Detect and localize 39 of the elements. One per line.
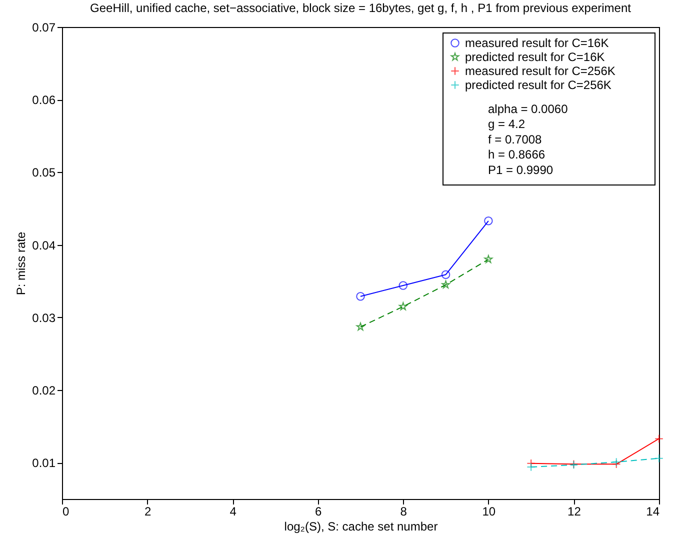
- legend-label: measured result for C=16K: [465, 36, 609, 50]
- annotation: h = 0.8666: [488, 148, 546, 162]
- y-tick-label: 0.02: [32, 384, 56, 398]
- x-tick-label: 2: [144, 504, 152, 518]
- y-tick-label: 0.07: [32, 20, 56, 34]
- point: [654, 434, 664, 444]
- x-tick-label: 6: [315, 504, 322, 518]
- x-tick-label: 12: [568, 504, 582, 518]
- point: [654, 454, 664, 463]
- point: [356, 322, 365, 331]
- y-tick-label: 0.05: [32, 166, 56, 180]
- annotation: P1 = 0.9990: [488, 162, 554, 177]
- legend-label: predicted result for C=16K: [465, 50, 605, 64]
- y-tick-label: 0.04: [32, 238, 56, 252]
- y-axis-title: P: miss rate: [14, 232, 28, 296]
- x-axis-title: log₂(S), S: cache set number: [284, 520, 438, 534]
- x-tick-label: 4: [230, 504, 237, 518]
- legend-label: measured result for C=256K: [465, 64, 616, 78]
- point: [356, 292, 365, 301]
- x-tick-label: 10: [482, 504, 496, 518]
- point: [441, 270, 450, 279]
- x-tick-label: 0: [62, 504, 70, 518]
- annotation: g = 4.2: [488, 117, 526, 132]
- point: [398, 281, 408, 290]
- chart-title: GeeHill, unified cache, set−associative, block size = 16bytes, get g, f, h , P1 from previous experiment: [90, 1, 632, 15]
- x-tick-label: 8: [400, 504, 408, 518]
- x-tick-label: 14: [646, 504, 660, 518]
- y-tick-label: 0.03: [32, 310, 56, 325]
- point: [398, 302, 408, 310]
- point: [526, 462, 536, 472]
- point: [612, 458, 621, 466]
- y-tick-label: 0.06: [32, 93, 56, 108]
- point: [484, 216, 493, 226]
- point: [484, 254, 493, 264]
- legend-label: predicted result for C=256K: [465, 78, 612, 92]
- y-tick-label: 0.01: [32, 456, 56, 470]
- annotation: f = 0.7008: [488, 132, 542, 146]
- annotation: alpha = 0.0060: [488, 102, 568, 116]
- point: [442, 280, 450, 288]
